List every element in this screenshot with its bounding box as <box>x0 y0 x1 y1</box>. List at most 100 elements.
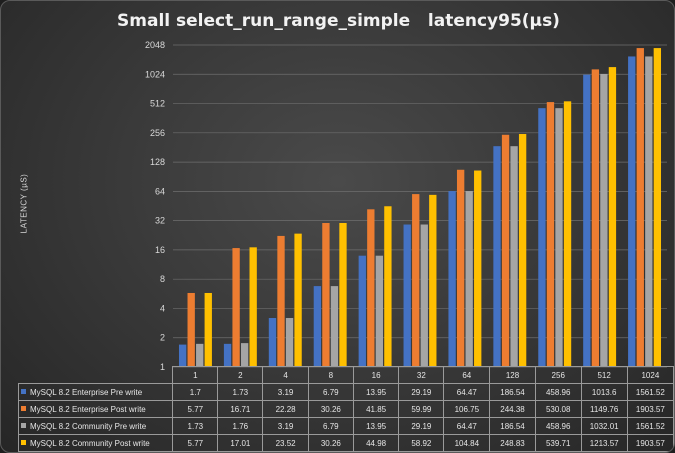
data-label: 5.77 <box>172 400 219 418</box>
bar <box>493 146 501 367</box>
bar <box>330 286 339 367</box>
data-label: 30.26 <box>307 400 354 418</box>
bar <box>232 248 240 367</box>
data-label: 186.54 <box>489 417 536 435</box>
table-row: MySQL 8.2 Community Pre write 1.73 1.76 3.1… <box>17 417 674 435</box>
data-label: 1032.01 <box>580 417 628 435</box>
x-tick-label: 1024 <box>626 366 674 384</box>
data-label: 539.71 <box>534 434 582 452</box>
data-label: 1.73 <box>172 417 219 435</box>
y-tick-label: 64 <box>155 186 165 196</box>
bar <box>645 56 653 368</box>
y-tick-label: 128 <box>150 157 165 167</box>
data-label: 6.79 <box>307 383 354 401</box>
bar <box>204 292 212 367</box>
bar <box>412 194 420 367</box>
data-label: 5.77 <box>172 434 219 452</box>
data-label: 6.79 <box>307 417 354 435</box>
bar <box>583 74 591 368</box>
x-tick-label: 2 <box>217 366 264 384</box>
bar <box>240 343 249 367</box>
bar <box>294 233 302 367</box>
x-tick-label: 16 <box>352 366 400 384</box>
bar <box>636 48 644 368</box>
bar <box>277 235 285 367</box>
data-label: 1561.52 <box>626 417 674 435</box>
bar <box>420 224 428 367</box>
data-label: 64.47 <box>443 383 491 401</box>
data-label: 244.38 <box>489 400 536 418</box>
bar <box>187 292 195 367</box>
y-tick-label: 2 <box>160 333 165 343</box>
data-label: 186.54 <box>489 383 536 401</box>
data-label: 29.19 <box>398 383 445 401</box>
legend-swatch <box>21 405 26 411</box>
y-tick-label: 512 <box>150 99 165 109</box>
x-tick-label: 256 <box>534 366 582 384</box>
data-label: 3.19 <box>262 417 309 435</box>
x-tick-label: 64 <box>443 366 491 384</box>
bar <box>456 169 465 367</box>
bar <box>313 286 322 367</box>
bar <box>358 255 366 367</box>
y-tick-label: 256 <box>150 128 165 138</box>
x-tick-label: 32 <box>398 366 445 384</box>
data-label: 1561.52 <box>626 383 674 401</box>
series-name: MySQL 8.2 Enterprise Post write <box>30 404 146 414</box>
table-row: MySQL 8.2 Enterprise Pre write 1.7 1.73 3.1… <box>17 383 674 401</box>
legend-entry: MySQL 8.2 Community Pre write <box>17 417 174 435</box>
data-label: 29.19 <box>398 417 445 435</box>
bar <box>403 224 411 367</box>
y-tick-label: 8 <box>160 274 165 284</box>
data-label: 248.83 <box>489 434 536 452</box>
data-label: 1213.57 <box>580 434 628 452</box>
y-tick-label: 32 <box>155 216 165 226</box>
bar <box>538 108 546 367</box>
table-corner <box>18 366 174 384</box>
y-tick-label: 4 <box>160 303 165 313</box>
legend-swatch <box>21 439 26 445</box>
data-label: 44.98 <box>352 434 400 452</box>
bar <box>249 247 257 367</box>
table-row: MySQL 8.2 Community Post write 5.77 17.01 2… <box>17 434 674 452</box>
bar <box>501 134 510 367</box>
bar <box>367 209 375 367</box>
data-label: 22.28 <box>262 400 309 418</box>
bar <box>448 191 456 367</box>
bar <box>518 134 527 367</box>
bar <box>465 191 473 367</box>
data-label: 17.01 <box>217 434 264 452</box>
bar <box>628 56 636 368</box>
bar <box>653 48 662 368</box>
data-label: 13.95 <box>352 383 400 401</box>
bar <box>285 318 294 367</box>
legend-entry: MySQL 8.2 Community Post write <box>17 434 174 452</box>
y-tick-label: 1024 <box>145 69 165 79</box>
legend-entry: MySQL 8.2 Enterprise Pre write <box>17 383 174 401</box>
legend-swatch <box>21 388 26 394</box>
data-label: 16.71 <box>217 400 264 418</box>
bar <box>384 206 392 367</box>
x-tick-label: 8 <box>307 366 354 384</box>
data-label: 30.26 <box>307 434 354 452</box>
data-label: 458.96 <box>534 383 582 401</box>
data-label: 1903.57 <box>626 434 674 452</box>
data-label: 1149.76 <box>580 400 628 418</box>
bar <box>555 108 563 367</box>
y-tick-label: 2048 <box>145 40 165 50</box>
x-tick-label: 1 <box>172 366 219 384</box>
bar <box>322 222 330 367</box>
data-label: 104.84 <box>443 434 491 452</box>
data-label: 1.7 <box>172 383 219 401</box>
bar <box>429 194 437 367</box>
bar <box>375 255 384 367</box>
data-label: 59.99 <box>398 400 445 418</box>
bar <box>268 318 277 367</box>
data-label: 23.52 <box>262 434 309 452</box>
bar <box>474 170 482 367</box>
data-label: 530.08 <box>534 400 582 418</box>
data-label: 1.73 <box>217 383 264 401</box>
data-label: 458.96 <box>534 417 582 435</box>
bar <box>546 102 555 367</box>
